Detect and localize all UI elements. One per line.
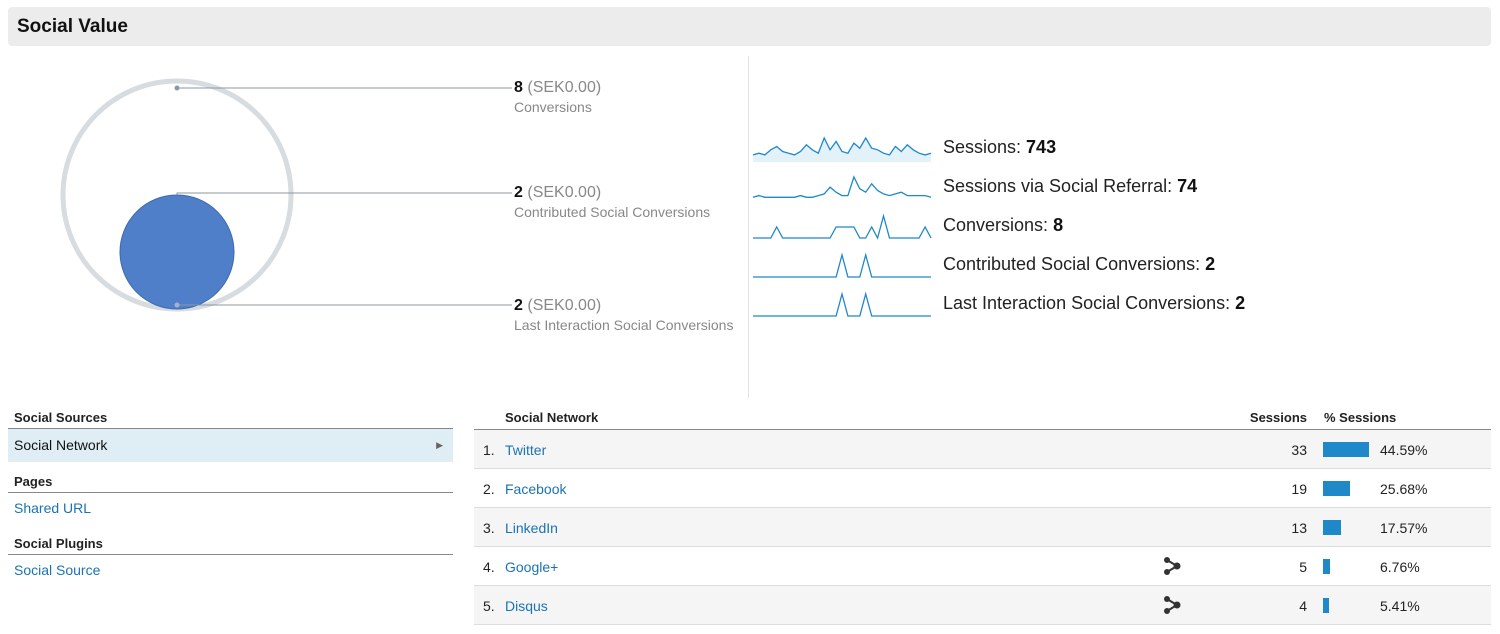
nav-heading-social-plugins: Social Plugins (8, 533, 453, 555)
social-conversions-circle (119, 194, 235, 310)
sparkline-area (753, 138, 931, 162)
social-network-table: Social Network Sessions % Sessions 1. Twi… (474, 407, 1491, 625)
metric-amount: (SEK0.00) (527, 184, 602, 201)
sparkline-label: Sessions via Social Referral: (943, 176, 1178, 196)
sparkline-row-last-interaction: Last Interaction Social Conversions: 2 (752, 290, 1452, 320)
column-header-pct-sessions[interactable]: % Sessions (1324, 410, 1397, 425)
row-index: 3. (483, 520, 495, 536)
share-icon[interactable] (1162, 595, 1182, 618)
nav-item-shared-url[interactable]: Shared URL (14, 500, 92, 516)
table-row: 4. Google+ 5 6.76% (474, 547, 1491, 586)
social-dimension-nav: Social Sources Social Network ▶ Pages Sh… (8, 407, 453, 586)
social-network-link[interactable]: Disqus (505, 598, 548, 614)
sparkline-value: 743 (1026, 137, 1057, 157)
table-header: Social Network Sessions % Sessions (474, 407, 1491, 430)
social-referral-sparkline (752, 175, 932, 198)
sessions-value: 5 (1299, 559, 1307, 575)
sessions-value: 33 (1291, 442, 1307, 458)
metric-label: Contributed Social Conversions (514, 204, 711, 220)
conversions-sparkline (753, 213, 932, 240)
conversion-circles (60, 78, 512, 312)
sparkline-row-social-referral: Sessions via Social Referral: 74 (752, 173, 1452, 203)
metric-value: 2 (514, 184, 523, 201)
sparkline-row-conversions: Conversions: 8 (752, 212, 1452, 242)
sessions-value: 4 (1299, 598, 1307, 614)
last-interaction-dot (174, 302, 180, 308)
social-network-link[interactable]: Twitter (505, 442, 547, 458)
metric-value: 8 (514, 79, 523, 96)
metric-label: Conversions (514, 99, 592, 115)
metric-amount: (SEK0.00) (527, 297, 602, 314)
sparkline-row-contributed: Contributed Social Conversions: 2 (752, 251, 1452, 281)
row-index: 4. (483, 559, 495, 575)
nav-heading-pages: Pages (8, 471, 453, 493)
pct-sessions-value: 17.57% (1380, 520, 1428, 536)
pct-sessions-bar (1323, 598, 1329, 613)
pct-sessions-bar (1323, 481, 1350, 496)
social-value-visualization (0, 56, 748, 396)
metric-last-interaction-social-conversions: 2 (SEK0.00) Last Interaction Social Conv… (514, 296, 733, 334)
table-row: 3. LinkedIn 13 17.57% (474, 508, 1491, 547)
sparkline-line (753, 252, 931, 278)
sparkline-label: Sessions: (943, 137, 1027, 157)
social-network-link[interactable]: Google+ (505, 559, 559, 575)
metric-amount: (SEK0.00) (527, 79, 602, 96)
sparkline-value: 2 (1205, 254, 1216, 274)
sparkline-line (752, 175, 932, 198)
pct-sessions-bar (1323, 559, 1330, 574)
sparkline-line (752, 136, 932, 156)
pct-sessions-bar (1323, 520, 1341, 535)
pct-sessions-value: 25.68% (1380, 481, 1428, 497)
chevron-right-icon: ▶ (436, 440, 443, 450)
sessions-sparkline (752, 136, 932, 162)
sparkline-label: Contributed Social Conversions: (943, 254, 1206, 274)
sparkline-value: 74 (1177, 176, 1198, 196)
social-network-link[interactable]: LinkedIn (505, 520, 558, 536)
metric-label: Last Interaction Social Conversions (514, 317, 734, 333)
metric-conversions: 8 (SEK0.00) Conversions (514, 78, 601, 116)
table-row: 2. Facebook 19 25.68% (474, 469, 1491, 508)
nav-heading-social-sources: Social Sources (8, 407, 453, 429)
conversions-dot (174, 85, 180, 91)
vertical-divider (748, 56, 749, 398)
page-title: Social Value (17, 16, 128, 37)
contributed-sparkline (753, 252, 931, 278)
pct-sessions-value: 5.41% (1380, 598, 1420, 614)
table-row: 1. Twitter 33 44.59% (474, 430, 1491, 469)
pct-sessions-value: 44.59% (1380, 442, 1428, 458)
sparkline-row-sessions: Sessions: 743 (752, 134, 1452, 164)
sparkline-label: Last Interaction Social Conversions: (943, 293, 1236, 313)
row-index: 2. (483, 481, 495, 497)
metric-contributed-social-conversions: 2 (SEK0.00) Contributed Social Conversio… (514, 183, 710, 221)
sessions-value: 19 (1291, 481, 1307, 497)
sparkline-value: 2 (1235, 293, 1246, 313)
column-header-social-network[interactable]: Social Network (505, 410, 599, 425)
nav-item-social-network[interactable]: Social Network ▶ (8, 429, 453, 462)
sparkline-line (753, 213, 932, 240)
section-header: Social Value (8, 7, 1491, 46)
sessions-value: 13 (1291, 520, 1307, 536)
sparkline-label: Conversions: (943, 215, 1054, 235)
share-icon[interactable] (1162, 556, 1182, 579)
column-header-sessions[interactable]: Sessions (1249, 410, 1307, 425)
row-index: 1. (483, 442, 495, 458)
last-interaction-sparkline (753, 291, 931, 317)
pct-sessions-bar (1323, 442, 1369, 457)
sparkline-value: 8 (1053, 215, 1064, 235)
pct-sessions-value: 6.76% (1380, 559, 1420, 575)
row-index: 5. (483, 598, 495, 614)
table-row: 5. Disqus 4 5.41% (474, 586, 1491, 625)
nav-item-social-source[interactable]: Social Source (14, 562, 101, 578)
contributed-leader-line (176, 192, 512, 195)
social-network-link[interactable]: Facebook (505, 481, 567, 497)
metric-value: 2 (514, 297, 523, 314)
nav-item-label: Social Network (14, 437, 108, 453)
sparkline-line (753, 291, 931, 317)
